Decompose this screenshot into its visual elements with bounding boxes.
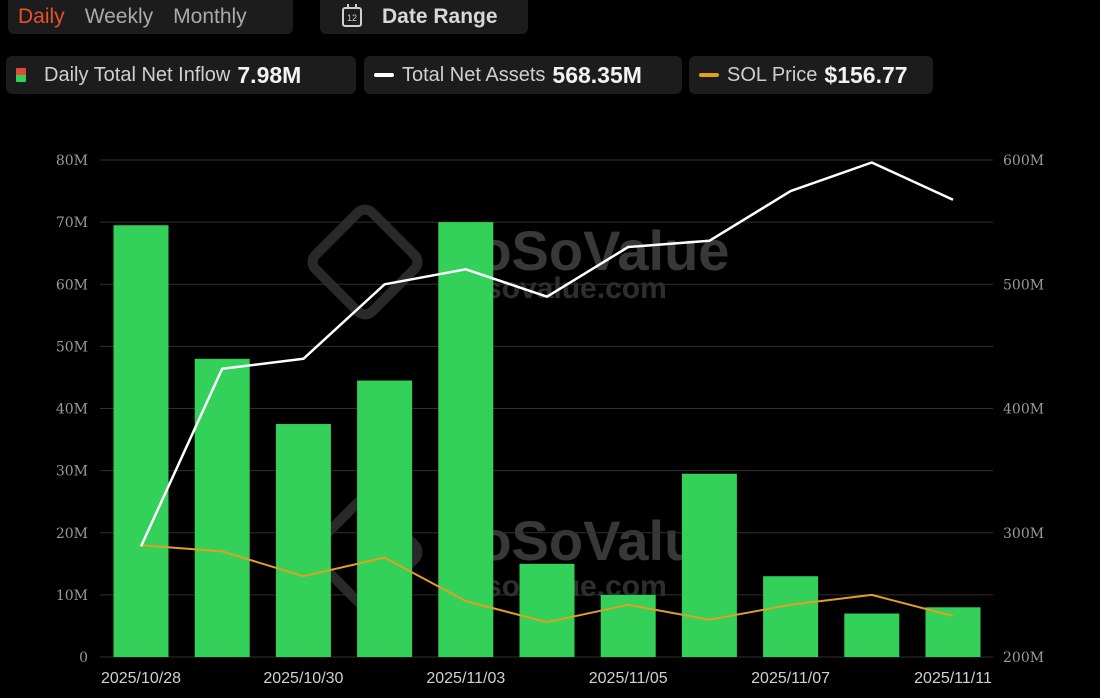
y-right-tick-label: 400M (1003, 402, 1044, 418)
y-left-tick-label: 50M (56, 339, 88, 355)
inflow-bar (275, 424, 331, 657)
bar-swatch-icon (16, 68, 26, 82)
x-tick-label: 2025/11/07 (751, 670, 830, 687)
tab-daily[interactable]: Daily (18, 5, 65, 28)
y-left-tick-label: 30M (56, 464, 88, 480)
legend-value: 568.35M (552, 61, 642, 88)
inflow-bar (763, 576, 819, 657)
inflow-bar (357, 380, 413, 657)
inflow-bar (681, 473, 737, 657)
line-swatch-icon (374, 73, 394, 77)
y-left-tick-label: 70M (56, 215, 88, 231)
legend-item-sol-price[interactable]: SOL Price $156.77 (689, 56, 933, 94)
inflow-bar (844, 613, 900, 657)
sol-price-line (140, 544, 954, 624)
tab-weekly[interactable]: Weekly (84, 5, 154, 28)
legend-label: SOL Price (727, 63, 818, 86)
legend-value: 7.98M (237, 61, 302, 88)
tab-monthly[interactable]: Monthly (173, 5, 247, 28)
y-left-tick-label: 0 (79, 650, 88, 666)
legend-label: Daily Total Net Inflow (44, 63, 231, 86)
legend-item-net-inflow[interactable]: Daily Total Net Inflow 7.98M (6, 56, 356, 94)
inflow-bar (194, 358, 250, 657)
date-range-button[interactable]: 12 Date Range (320, 0, 528, 34)
net-assets-line (139, 161, 954, 547)
x-tick-label: 2025/11/03 (426, 670, 505, 687)
y-right-tick-label: 200M (1003, 650, 1044, 666)
watermark-logo-icon (307, 204, 423, 320)
y-left-tick-label: 40M (56, 402, 88, 418)
x-tick-label: 2025/11/05 (589, 670, 668, 687)
y-left-tick-label: 10M (56, 588, 88, 604)
inflow-bar (925, 607, 981, 657)
legend-label: Total Net Assets (402, 63, 546, 86)
y-right-tick-label: 500M (1003, 277, 1044, 293)
calendar-icon: 12 (342, 4, 362, 27)
date-range-label: Date Range (382, 5, 498, 28)
inflow-bar (113, 225, 169, 657)
y-right-tick-label: 300M (1003, 526, 1044, 542)
legend-value: $156.77 (824, 61, 908, 88)
x-tick-label: 2025/10/30 (263, 670, 343, 687)
line-swatch-icon (699, 73, 719, 77)
y-right-tick-label: 600M (1003, 153, 1044, 169)
x-tick-label: 2025/11/11 (914, 670, 992, 687)
y-left-tick-label: 60M (56, 277, 88, 293)
period-tabs: Daily Weekly Monthly (8, 0, 293, 34)
y-left-tick-label: 20M (56, 526, 88, 542)
x-tick-label: 2025/10/28 (101, 670, 181, 687)
y-left-tick-label: 80M (56, 153, 88, 169)
inflow-bar (519, 563, 575, 657)
legend-item-net-assets[interactable]: Total Net Assets 568.35M (364, 56, 682, 94)
inflow-bar (438, 222, 494, 657)
